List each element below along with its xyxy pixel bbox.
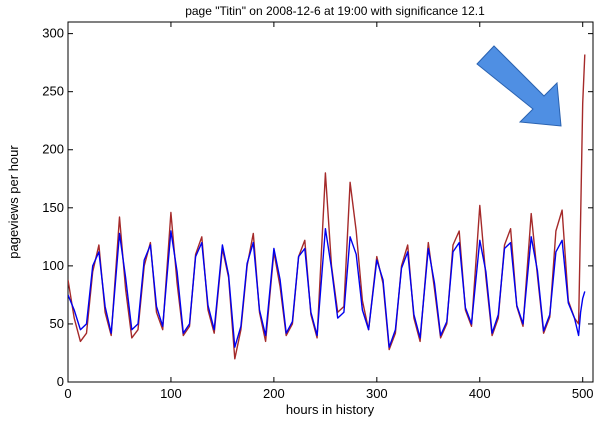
- x-tick-label: 200: [263, 386, 285, 401]
- y-tick-label: 50: [50, 316, 64, 331]
- y-tick-label: 250: [42, 84, 64, 99]
- y-tick-label: 100: [42, 258, 64, 273]
- y-tick-label: 200: [42, 142, 64, 157]
- plot-frame: [67, 21, 594, 383]
- y-tick-label: 0: [57, 374, 64, 389]
- x-tick-label: 400: [469, 386, 491, 401]
- series-layer: [68, 54, 586, 360]
- y-tick-label: 300: [42, 26, 64, 41]
- series-line-2: [68, 227, 586, 348]
- x-axis-label: hours in history: [286, 402, 375, 417]
- chart-title: page "Titin" on 2008-12-6 at 19:00 with …: [185, 4, 485, 18]
- annotation-arrow-icon: [476, 45, 562, 127]
- x-tick-label: 300: [366, 386, 388, 401]
- series-line-1: [68, 54, 586, 360]
- x-tick-label: 100: [160, 386, 182, 401]
- x-tick-label: 500: [572, 386, 594, 401]
- axis-ticks: 0 100 200 300 400 500 0 50 100 150 200 250 300: [42, 22, 594, 401]
- x-tick-label: 0: [64, 386, 71, 401]
- y-tick-label: 150: [42, 200, 64, 215]
- y-axis-label: pageviews per hour: [6, 145, 21, 259]
